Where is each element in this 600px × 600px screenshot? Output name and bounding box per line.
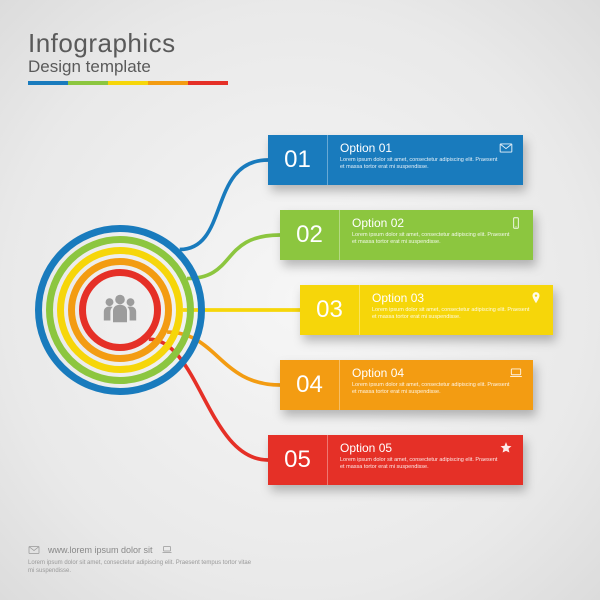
phone-icon (509, 216, 523, 230)
laptop-icon (161, 544, 173, 556)
mail-icon (28, 544, 40, 556)
option-body: Option 05 Lorem ipsum dolor sit amet, con… (328, 435, 523, 485)
option-body: Option 02 Lorem ipsum dolor sit amet, con… (340, 210, 533, 260)
option-title: Option 04 (352, 366, 523, 380)
page-title: Infographics (28, 28, 228, 59)
accent-swatch (148, 81, 188, 85)
option-number: 01 (268, 135, 328, 185)
option-number: 05 (268, 435, 328, 485)
accent-bar (28, 81, 228, 85)
option-bar-04: 04 Option 04 Lorem ipsum dolor sit amet, c… (280, 360, 533, 410)
footer-site: www.lorem ipsum dolor sit (48, 545, 153, 555)
option-desc: Lorem ipsum dolor sit amet, consectetur … (352, 382, 512, 396)
option-body: Option 01 Lorem ipsum dolor sit amet, con… (328, 135, 523, 185)
laptop-icon (509, 366, 523, 380)
star-icon (499, 441, 513, 455)
option-bar-02: 02 Option 02 Lorem ipsum dolor sit amet, c… (280, 210, 533, 260)
pin-icon (529, 291, 543, 305)
footer-desc: Lorem ipsum dolor sit amet, consectetur … (28, 560, 258, 576)
mail-icon (499, 141, 513, 155)
option-number: 03 (300, 285, 360, 335)
option-number: 04 (280, 360, 340, 410)
option-title: Option 05 (340, 441, 513, 455)
option-desc: Lorem ipsum dolor sit amet, consectetur … (340, 457, 500, 471)
option-number: 02 (280, 210, 340, 260)
accent-swatch (68, 81, 108, 85)
option-title: Option 01 (340, 141, 513, 155)
option-title: Option 03 (372, 291, 543, 305)
canvas: Infographics Design template 01Option 01… (0, 0, 600, 600)
hub-circle (35, 225, 205, 395)
option-bar-03: 03 Option 03 Lorem ipsum dolor sit amet, c… (300, 285, 553, 335)
option-desc: Lorem ipsum dolor sit amet, consectetur … (352, 232, 512, 246)
accent-swatch (108, 81, 148, 85)
option-body: Option 03 Lorem ipsum dolor sit amet, con… (360, 285, 553, 335)
option-title: Option 02 (352, 216, 523, 230)
header: Infographics Design template (28, 28, 228, 85)
hub-ring (79, 269, 161, 351)
footer-row: www.lorem ipsum dolor sit (28, 544, 258, 556)
accent-swatch (28, 81, 68, 85)
option-desc: Lorem ipsum dolor sit amet, consectetur … (340, 157, 500, 171)
option-body: Option 04 Lorem ipsum dolor sit amet, con… (340, 360, 533, 410)
footer: www.lorem ipsum dolor sit Lorem ipsum do… (28, 544, 258, 576)
accent-swatch (188, 81, 228, 85)
option-desc: Lorem ipsum dolor sit amet, consectetur … (372, 307, 532, 321)
option-bar-05: 05 Option 05 Lorem ipsum dolor sit amet, c… (268, 435, 523, 485)
page-subtitle: Design template (28, 57, 228, 77)
option-bar-01: 01 Option 01 Lorem ipsum dolor sit amet, c… (268, 135, 523, 185)
